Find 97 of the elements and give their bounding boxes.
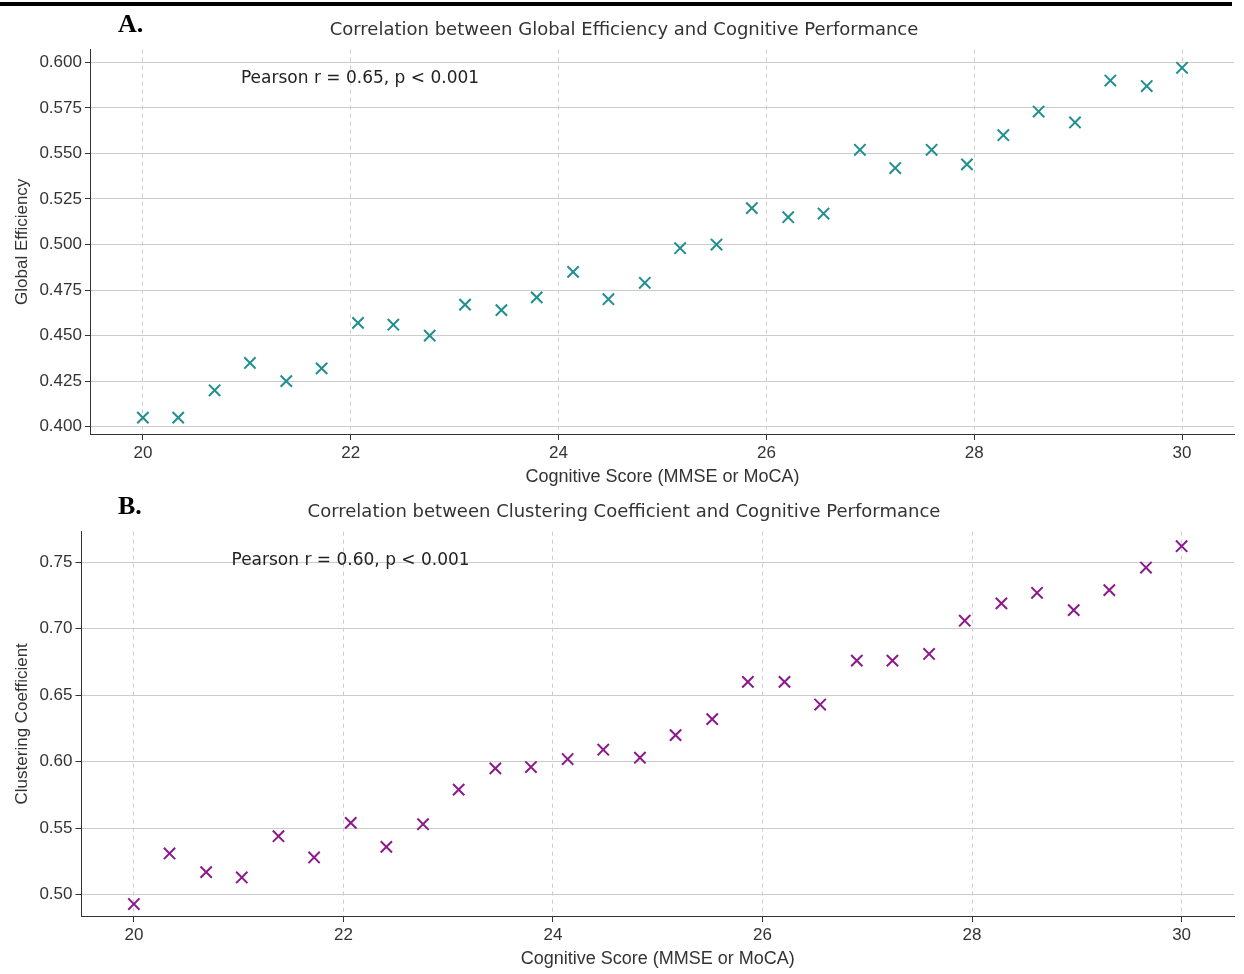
point	[996, 128, 1010, 142]
point	[850, 653, 864, 668]
annotation: Pearson r = 0.65, p < 0.001	[240, 66, 480, 87]
point	[781, 210, 795, 224]
point	[994, 596, 1009, 611]
point	[633, 751, 647, 765]
point	[386, 318, 400, 332]
point	[566, 265, 580, 279]
point	[1067, 603, 1081, 617]
x-tick-label: 20	[133, 442, 153, 462]
point	[344, 816, 358, 830]
y-tick-label: 0.65	[39, 684, 73, 704]
y-tick-label: 0.70	[39, 618, 73, 638]
point	[745, 201, 759, 215]
point	[922, 647, 936, 661]
y-tick-label: 0.60	[39, 751, 73, 771]
y-tick-label: 0.525	[39, 188, 82, 208]
point	[1139, 560, 1153, 575]
point	[127, 897, 141, 911]
point	[885, 653, 900, 668]
point	[162, 846, 177, 861]
point	[351, 316, 365, 330]
text: B.	[118, 490, 142, 520]
x-tick-label: 28	[964, 442, 984, 462]
point	[452, 782, 466, 797]
x-tick-label: 26	[753, 924, 772, 944]
x-axis-title: Cognitive Score (MMSE or MoCA)	[520, 948, 795, 969]
point	[379, 840, 394, 854]
point	[530, 290, 544, 305]
point	[1175, 61, 1189, 75]
x-tick-label: 28	[962, 924, 982, 944]
point	[741, 675, 755, 689]
point	[1174, 539, 1189, 553]
point	[494, 303, 509, 317]
point	[705, 712, 719, 726]
x-tick-label: 22	[333, 924, 353, 944]
point	[423, 328, 437, 343]
y-tick-label: 0.600	[39, 52, 82, 72]
point	[638, 276, 652, 290]
point	[199, 865, 213, 879]
point	[816, 206, 831, 221]
y-axis-title: Global Efficiency	[11, 178, 31, 305]
point	[853, 143, 867, 157]
point	[1103, 73, 1117, 88]
y-tick-label: 0.400	[39, 416, 82, 436]
point	[488, 761, 502, 776]
point	[136, 410, 150, 425]
point	[888, 161, 902, 175]
y-tick-label: 0.575	[39, 97, 82, 117]
chart-title: Correlation between Global Efficiency and Cognitive Performance	[329, 18, 919, 40]
y-tick-label: 0.450	[39, 325, 82, 345]
x-tick-label: 24	[549, 442, 569, 462]
point	[171, 410, 185, 425]
point	[307, 850, 321, 865]
text: A.	[118, 8, 144, 38]
point	[271, 829, 286, 843]
y-axis-title: Clustering Coefficient	[11, 642, 31, 805]
x-tick-label: 26	[756, 442, 776, 462]
point	[235, 870, 249, 885]
point	[924, 143, 939, 157]
annotation: Pearson r = 0.60, p < 0.001	[231, 548, 470, 569]
x-tick-label: 22	[341, 442, 361, 462]
x-tick-label: 30	[1172, 924, 1192, 944]
point	[279, 374, 293, 388]
y-tick-label: 0.50	[39, 884, 73, 904]
y-tick-label: 0.550	[39, 143, 82, 163]
point	[1031, 104, 1046, 119]
x-tick-label: 20	[124, 924, 144, 944]
y-tick-label: 0.425	[39, 370, 82, 390]
point	[668, 728, 683, 742]
point	[813, 697, 827, 712]
x-tick-label: 30	[1172, 442, 1192, 462]
point	[416, 817, 430, 831]
point	[1102, 583, 1116, 597]
point	[958, 614, 972, 628]
point	[673, 241, 687, 255]
y-tick-label: 0.475	[39, 279, 82, 299]
chart-title: Correlation between Clustering Coefficient and Cognitive Performance	[307, 500, 941, 522]
point	[243, 356, 257, 370]
point	[601, 292, 616, 306]
x-axis-title: Cognitive Score (MMSE or MoCA)	[525, 466, 800, 487]
y-tick-label: 0.500	[39, 234, 82, 254]
point	[314, 361, 329, 376]
point	[1030, 586, 1044, 600]
point	[524, 760, 538, 774]
y-tick-label: 0.75	[39, 551, 73, 571]
point	[1068, 115, 1082, 130]
point	[960, 157, 974, 172]
point	[207, 383, 222, 397]
y-tick-label: 0.55	[39, 817, 73, 837]
point	[560, 752, 575, 766]
point	[596, 743, 610, 757]
x-tick-label: 24	[543, 924, 563, 944]
point	[1140, 79, 1154, 93]
point	[777, 675, 792, 689]
point	[709, 237, 724, 252]
point	[458, 298, 472, 312]
